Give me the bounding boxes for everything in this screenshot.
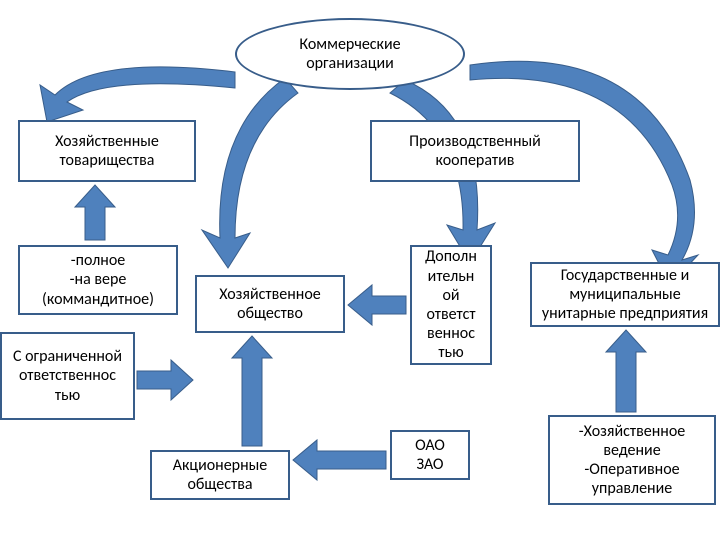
arrow-hozved-up	[606, 330, 646, 412]
box-polnoe: -полное -на вере (коммандитное)	[18, 245, 178, 315]
arrow-oao-left	[293, 440, 386, 480]
box-dopoln: Дополн ительн ой ответст веннос тью	[410, 245, 492, 365]
box-ogranich: С ограниченной ответственнос тью	[0, 332, 135, 420]
label-oao-zao: ОАО ЗАО	[400, 436, 460, 474]
label-left-top: Хозяйственные товарищества	[28, 132, 186, 170]
box-left-top: Хозяйственные товарищества	[18, 120, 196, 182]
label-dopoln: Дополн ительн ой ответст веннос тью	[420, 247, 482, 362]
label-polnoe: -полное -на вере (коммандитное)	[42, 251, 154, 309]
label-akts: Акционерные общества	[160, 456, 280, 494]
label-hoz-ved: -Хозяйственное ведение -Оперативное упра…	[558, 422, 706, 499]
box-gos-mun: Государственные и муниципальные унитарны…	[530, 262, 720, 327]
top-ellipse-label: Коммерческие организации	[257, 35, 443, 73]
box-oao-zao: ОАО ЗАО	[390, 430, 470, 480]
box-right-top: Производственный кооператив	[370, 120, 580, 182]
box-hoz-obsh: Хозяйственное общество	[195, 275, 345, 333]
box-akts: Акционерные общества	[150, 450, 290, 500]
arrow-polnoe-up	[75, 185, 115, 240]
arrow-ogranich-right	[137, 360, 193, 400]
box-hoz-ved: -Хозяйственное ведение -Оперативное упра…	[548, 415, 716, 505]
label-ogranich: С ограниченной ответственнос тью	[10, 347, 125, 405]
label-right-top: Производственный кооператив	[380, 132, 570, 170]
top-ellipse: Коммерческие организации	[235, 18, 465, 90]
arrow-dopoln-left	[348, 285, 406, 325]
curved-arrow-2	[190, 78, 330, 268]
label-hoz-obsh: Хозяйственное общество	[205, 285, 335, 323]
arrow-akts-up	[232, 336, 272, 446]
label-gos-mun: Государственные и муниципальные унитарны…	[540, 266, 710, 324]
